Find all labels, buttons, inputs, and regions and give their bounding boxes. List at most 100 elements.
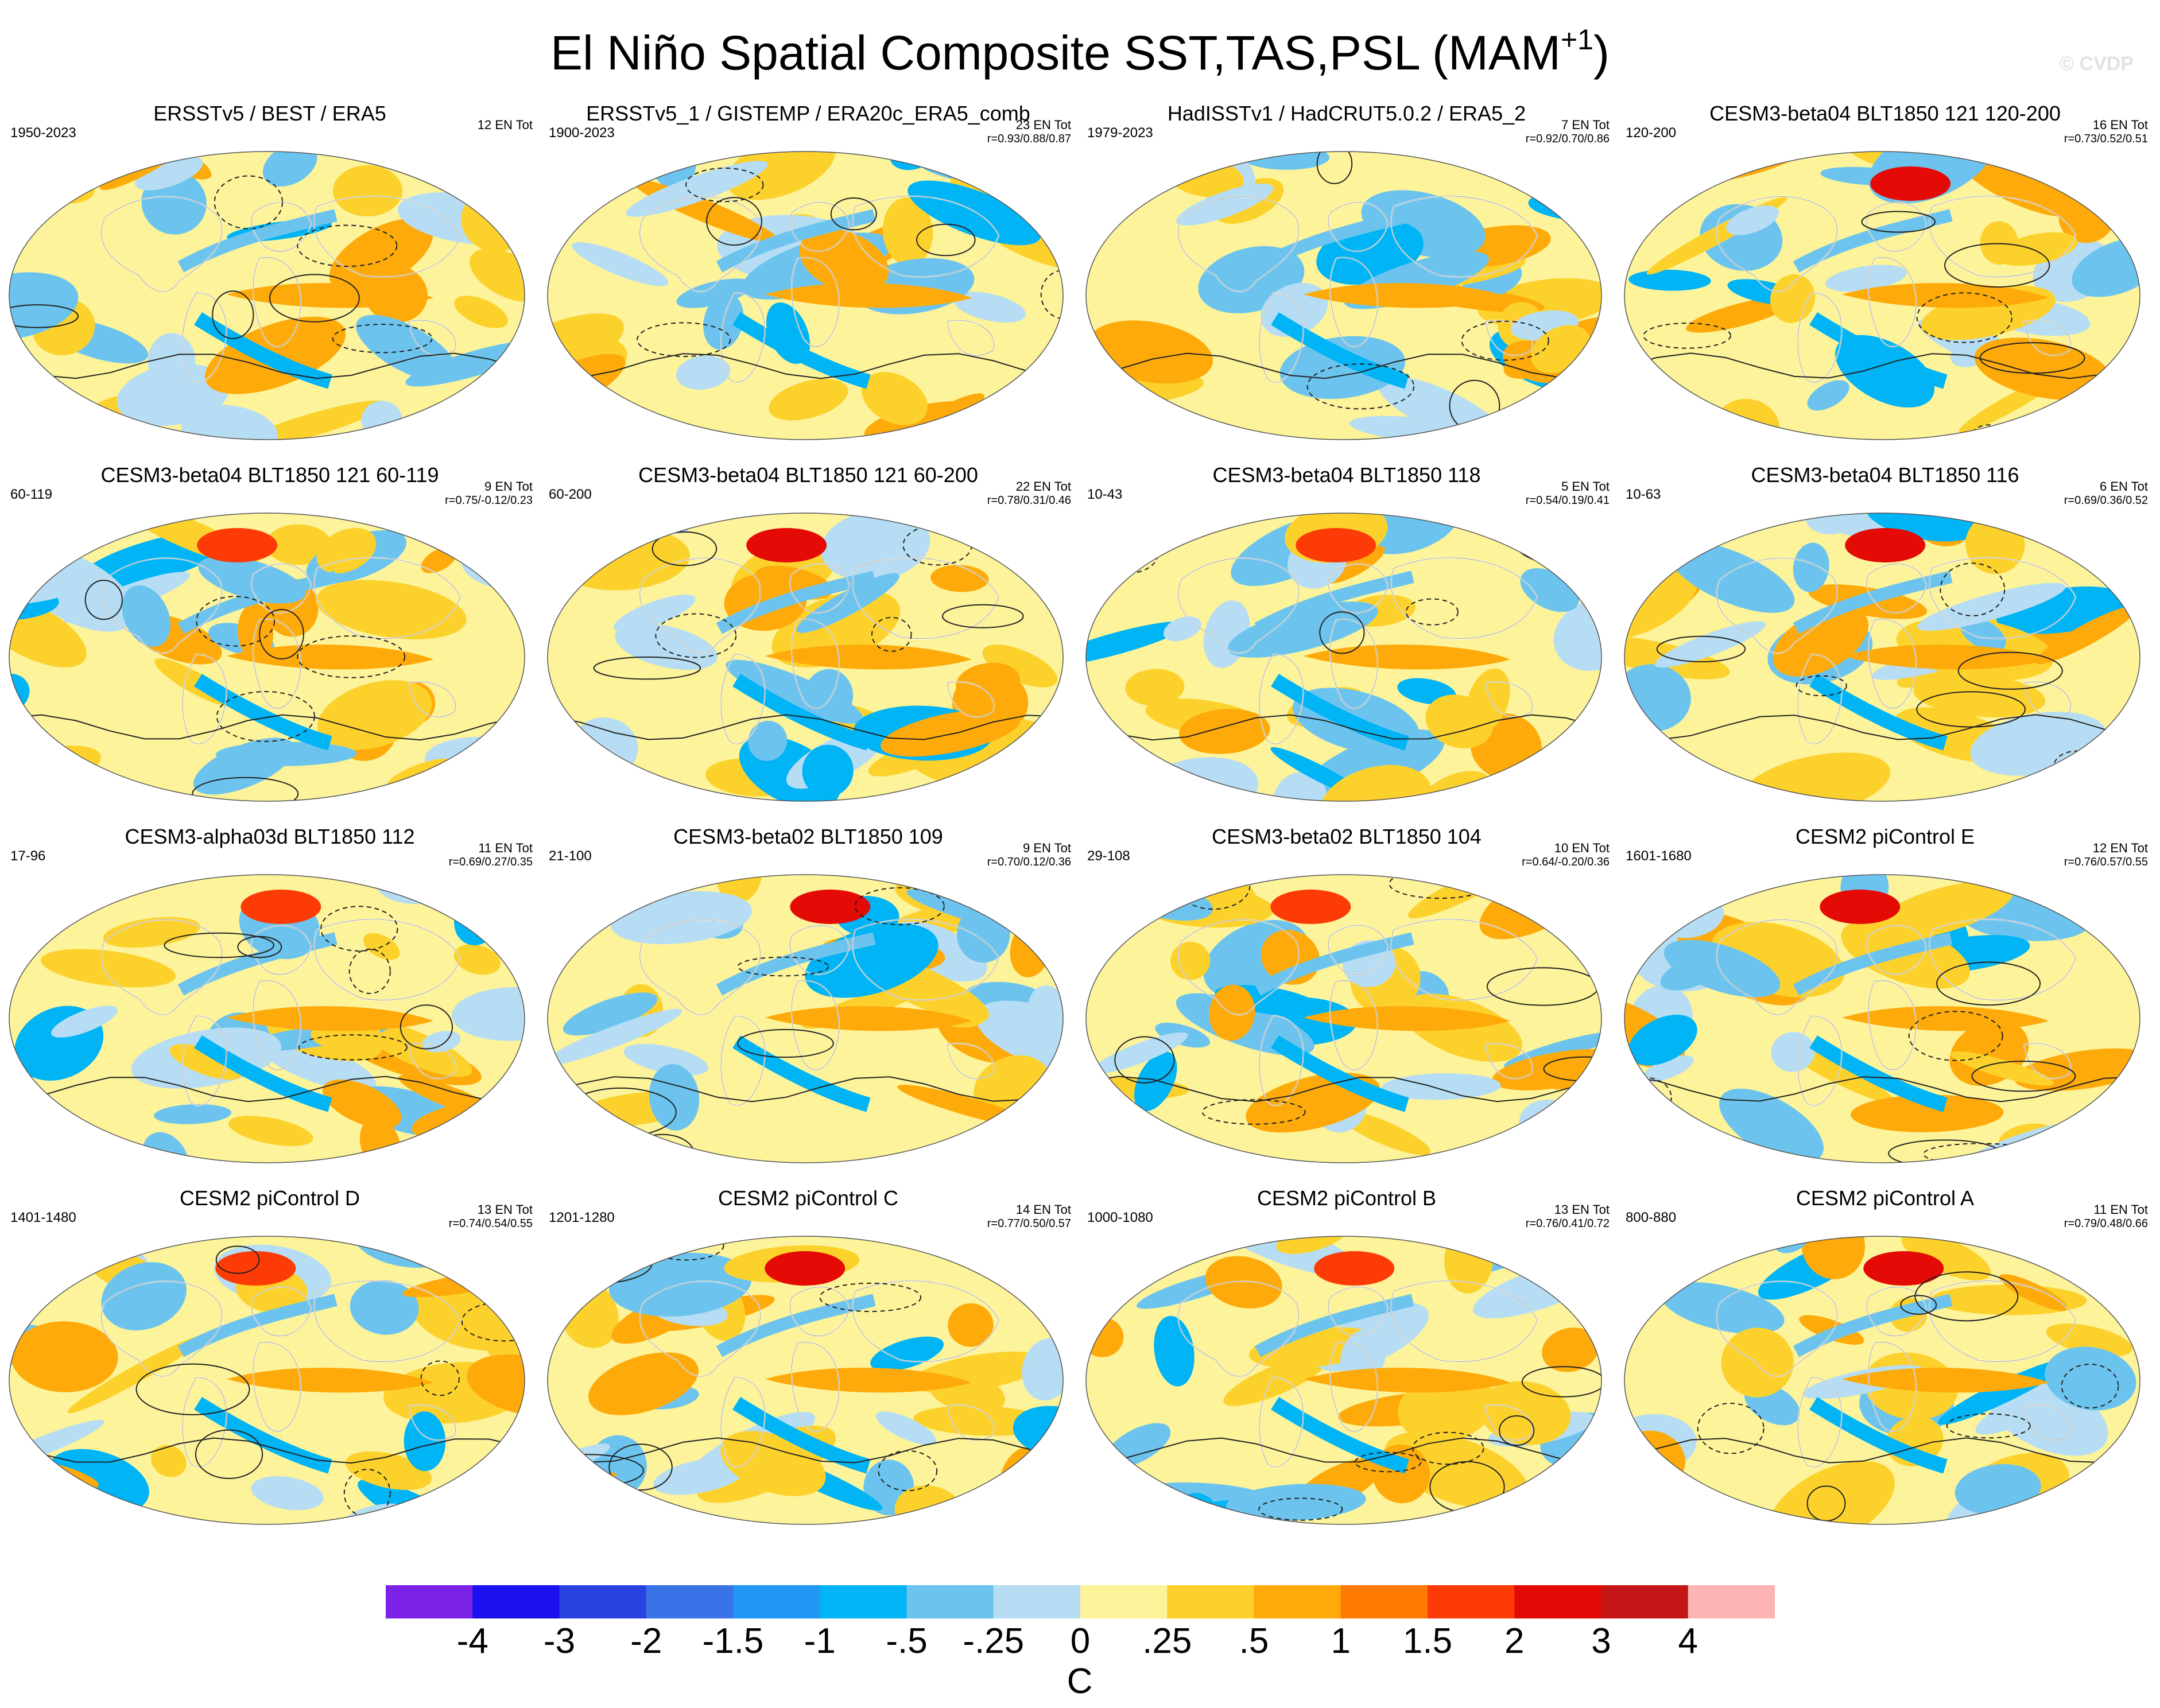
panel-years: 17-96 (10, 848, 46, 864)
psl-contour (854, 887, 945, 926)
psl-contour (269, 274, 360, 323)
anomaly-region (799, 228, 889, 294)
anomaly-region (1801, 1236, 1865, 1279)
coastline (253, 257, 301, 347)
colorbar-segment (1428, 1585, 1515, 1618)
cool-anomaly-band (177, 1294, 338, 1357)
anomaly-region (122, 585, 171, 647)
anomaly-region (1851, 1094, 2004, 1132)
colorbar-tick-label: 1 (1331, 1621, 1351, 1661)
psl-contour (548, 1437, 1062, 1464)
panel-correlation: r=0.69/0.27/0.35 (448, 856, 533, 868)
map-panel: CESM2 piControl D 1401-1480 13 EN Tot r=0.7… (0, 1187, 540, 1537)
psl-contour (1957, 651, 2063, 690)
map-border (1085, 151, 1602, 440)
anomaly-region (10, 1253, 82, 1291)
psl-contour (298, 1034, 408, 1061)
anomaly-region (1624, 570, 1697, 639)
anomaly-region (1170, 941, 1211, 980)
global-map (1624, 151, 2140, 440)
psl-contour (320, 906, 398, 952)
global-map (547, 151, 1064, 440)
colorbar-segment (1167, 1585, 1254, 1618)
anomaly-region (1668, 541, 1795, 613)
coastline (1391, 196, 1538, 277)
anomaly-region (469, 249, 525, 302)
anomaly-region (350, 1280, 419, 1335)
anomaly-region (1120, 788, 1218, 801)
anomaly-region (1654, 621, 1766, 668)
panel-event-count: 12 EN Tot (2092, 841, 2148, 855)
panel-title: ERSSTv5 / BEST / ERA5 (153, 102, 386, 125)
anomaly-region (2110, 875, 2140, 898)
psl-contour (9, 1437, 524, 1464)
anomaly-region (1726, 205, 1779, 235)
coastline (947, 1043, 994, 1079)
anomaly-region (103, 917, 200, 948)
psl-contour (1316, 152, 1353, 184)
coastline (253, 1342, 301, 1432)
psl-contour (9, 1076, 524, 1103)
panel-correlation: r=0.93/0.88/0.87 (987, 133, 1071, 145)
psl-contour (259, 609, 304, 659)
map-panel: HadISSTv1 / HadCRUT5.0.2 / ERA5_2 1979-20… (1077, 102, 1616, 452)
anomaly-region (1805, 513, 1866, 535)
psl-contour (135, 1363, 250, 1415)
coastline (1868, 257, 1917, 347)
warm-anomaly-region (1820, 890, 1901, 924)
anomaly-region (676, 355, 731, 390)
psl-contour (1094, 535, 1158, 574)
map-panel: CESM3-alpha03d BLT1850 112 17-96 11 EN Tot… (0, 825, 540, 1175)
panel-title: CESM3-beta02 BLT1850 104 (1212, 825, 1482, 848)
anomaly-region (228, 1116, 313, 1146)
anomaly-region (1163, 616, 1201, 642)
anomaly-region (9, 595, 87, 667)
colorbar-segment (559, 1585, 647, 1618)
cool-anomaly-band (716, 1294, 876, 1357)
coastline (789, 925, 850, 975)
anomaly-region (35, 159, 83, 187)
psl-contour (1908, 1011, 2003, 1061)
coastline (1866, 925, 1927, 975)
colorbar-tick-label: -2 (630, 1621, 662, 1661)
coastline (314, 557, 461, 639)
psl-contour (214, 175, 283, 230)
panel-years: 1000-1080 (1087, 1210, 1153, 1225)
coastline (1259, 292, 1304, 383)
anomaly-region (2096, 1240, 2140, 1295)
psl-contour (1916, 292, 2012, 343)
coastline (852, 1280, 999, 1362)
psl-contour (1624, 1076, 2139, 1103)
coastline (1929, 919, 2076, 1000)
psl-contour (1521, 1366, 1601, 1398)
panel-years: 60-119 (10, 487, 52, 502)
psl-contour (1624, 352, 2139, 379)
psl-contour (332, 324, 433, 354)
psl-contour (655, 613, 737, 658)
anomaly-region (1114, 341, 1159, 379)
psl-contour (297, 635, 406, 678)
panel-title: CESM3-beta04 BLT1850 121 60-200 (638, 463, 978, 487)
anomaly-region (615, 623, 718, 670)
anomaly-region (1086, 1108, 1108, 1143)
coastline (408, 1404, 456, 1441)
psl-contour (637, 322, 731, 358)
coastline (789, 564, 850, 614)
coastline (1178, 1281, 1299, 1377)
coastline (251, 1287, 312, 1337)
anomaly-region (404, 1411, 446, 1472)
panel-title: CESM3-beta04 BLT1850 118 (1212, 463, 1481, 487)
coastline (182, 1377, 227, 1468)
warm-anomaly-region (1863, 1251, 1944, 1286)
global-map (1624, 1236, 2140, 1525)
colorbar (386, 1585, 1775, 1618)
anomaly-region (1176, 183, 1274, 226)
panel-event-count: 9 EN Tot (1023, 841, 1071, 855)
global-map (547, 874, 1064, 1163)
colorbar-tick-label: 2 (1504, 1621, 1525, 1661)
anomaly-region (1499, 152, 1567, 190)
panel-years: 1900-2023 (549, 125, 615, 141)
coastline (1716, 919, 1837, 1015)
coastline (1259, 1015, 1304, 1106)
colorbar-segment (472, 1585, 560, 1618)
